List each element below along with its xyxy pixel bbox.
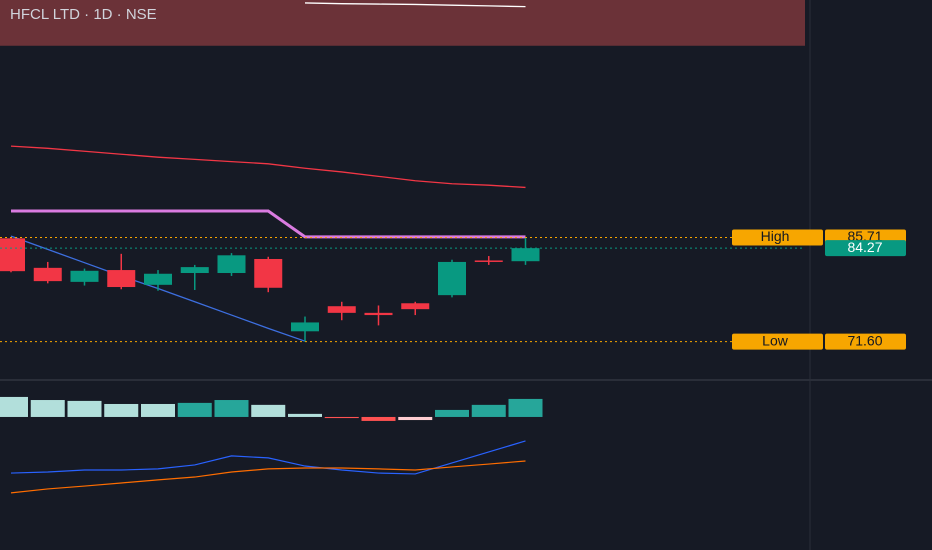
histogram-bar	[361, 416, 396, 421]
candle-body	[327, 306, 356, 313]
zone	[0, 0, 805, 46]
candle-body	[474, 260, 503, 262]
candle-body	[291, 322, 319, 332]
histogram-bar	[141, 403, 175, 417]
histogram-bar	[177, 402, 212, 417]
candle-body	[33, 267, 62, 282]
histogram-bar	[288, 413, 322, 417]
candle-body	[511, 248, 540, 262]
histogram-bar	[471, 404, 506, 417]
level-label: High	[761, 228, 790, 244]
candle-body	[364, 312, 393, 316]
overlay-line	[11, 209, 526, 239]
histogram-bar	[324, 416, 359, 419]
histogram-bar	[104, 403, 139, 417]
level-value-box	[825, 333, 906, 350]
candle-body	[70, 270, 99, 282]
level-value: 71.60	[847, 332, 882, 348]
histogram-bar	[435, 409, 469, 417]
candle-body	[217, 255, 246, 274]
candle-body	[0, 238, 25, 272]
level-label-box	[732, 333, 823, 350]
histogram-bar	[251, 404, 286, 417]
histogram-bar	[0, 396, 28, 417]
candle-body	[107, 270, 136, 288]
level-label-box	[732, 229, 823, 246]
overlay-line	[10, 145, 526, 189]
overlay-line	[304, 2, 526, 8]
candle-body	[180, 267, 209, 274]
candle-body	[401, 303, 430, 310]
histogram-bar	[508, 398, 543, 417]
last-price-box	[825, 240, 906, 257]
level-label: Low	[762, 332, 789, 348]
chart-title: HFCL LTD · 1D · NSE	[10, 6, 157, 23]
candle-body	[438, 261, 466, 296]
plot	[0, 0, 805, 494]
histogram-bar	[67, 400, 102, 417]
last-price: 84.27	[847, 239, 882, 255]
indicator-line	[10, 440, 526, 475]
candle-body	[254, 258, 283, 288]
candle-body	[144, 273, 172, 285]
histogram-bar	[214, 400, 249, 417]
histogram-bar	[398, 416, 433, 421]
histogram-bar	[30, 400, 65, 417]
indicator-line	[10, 460, 526, 494]
